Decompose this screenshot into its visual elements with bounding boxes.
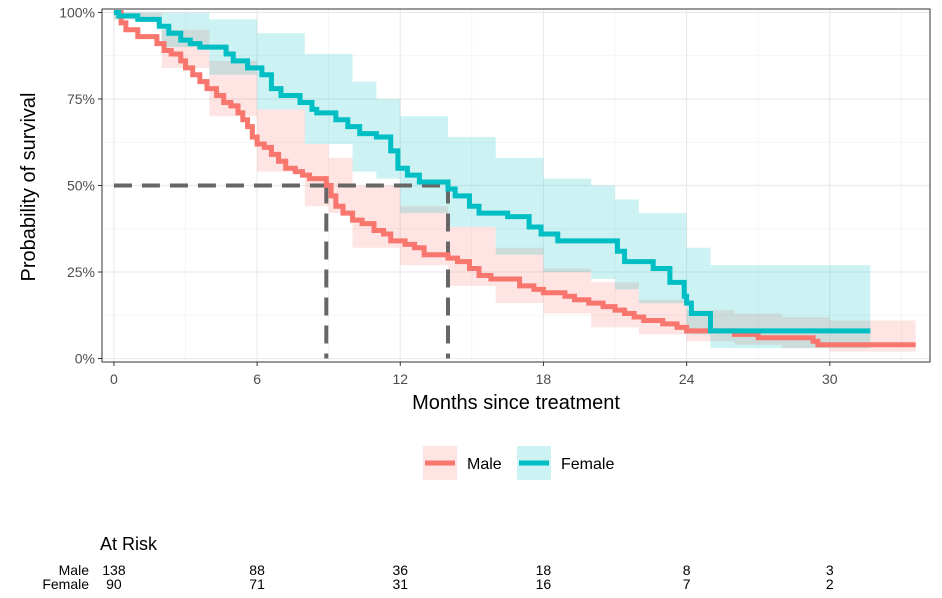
legend-label-male: Male bbox=[467, 456, 502, 473]
x-tick-label: 6 bbox=[253, 371, 261, 387]
risk-count: 36 bbox=[392, 562, 408, 578]
survival-curves bbox=[113, 9, 916, 348]
risk-count: 18 bbox=[536, 562, 552, 578]
risk-table: Male 138 88 36 18 8 3 Female 90 71 31 16 7 2 bbox=[42, 562, 834, 592]
legend-label-female: Female bbox=[561, 456, 614, 473]
risk-count: 88 bbox=[249, 562, 265, 578]
risk-count: 7 bbox=[683, 576, 691, 592]
survival-curve-male bbox=[113, 9, 916, 348]
y-tick-label: 75% bbox=[67, 91, 95, 107]
risk-count: 31 bbox=[392, 576, 408, 592]
x-tick-label: 12 bbox=[392, 371, 408, 387]
x-axis-title: Months since treatment bbox=[412, 392, 620, 414]
y-axis-title: Probability of survival bbox=[18, 93, 40, 282]
confidence-band-female bbox=[113, 12, 871, 349]
risk-row-name-female: Female bbox=[42, 576, 89, 592]
x-tick-label: 24 bbox=[679, 371, 695, 387]
x-tick-label: 18 bbox=[536, 371, 552, 387]
y-tick-label: 100% bbox=[59, 4, 95, 20]
median-lines bbox=[113, 183, 450, 359]
y-tick-label: 50% bbox=[67, 178, 95, 194]
risk-count: 8 bbox=[683, 562, 691, 578]
x-axis: 0 6 12 18 24 30 bbox=[110, 362, 838, 387]
risk-count: 16 bbox=[536, 576, 552, 592]
confidence-band-male bbox=[113, 12, 916, 352]
risk-row-name-male: Male bbox=[59, 562, 90, 578]
risk-count: 90 bbox=[106, 576, 122, 592]
legend: Male Female bbox=[423, 446, 614, 480]
x-tick-label: 0 bbox=[110, 371, 118, 387]
risk-table-title: At Risk bbox=[100, 534, 158, 554]
risk-count: 138 bbox=[102, 562, 126, 578]
y-axis: 0% 25% 50% 75% 100% bbox=[59, 4, 102, 367]
x-tick-label: 30 bbox=[822, 371, 838, 387]
y-tick-label: 25% bbox=[67, 264, 95, 280]
y-tick-label: 0% bbox=[75, 351, 95, 367]
confidence-bands bbox=[113, 12, 916, 352]
risk-count: 71 bbox=[249, 576, 265, 592]
risk-count: 3 bbox=[826, 562, 834, 578]
survival-curve-female bbox=[113, 9, 871, 334]
risk-count: 2 bbox=[826, 576, 834, 592]
